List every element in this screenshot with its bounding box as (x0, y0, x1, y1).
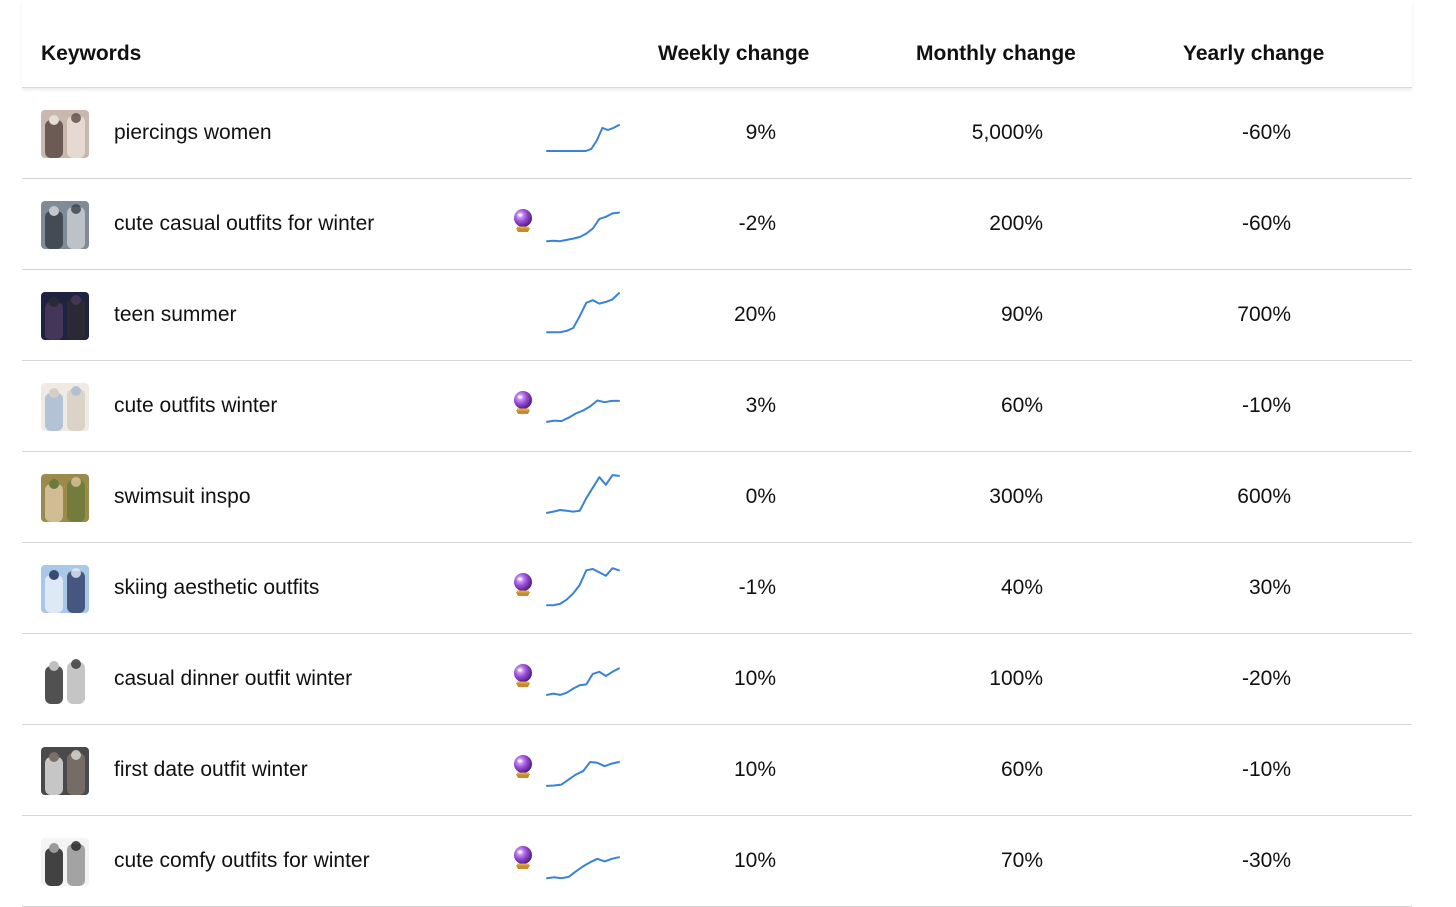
trend-sparkline (544, 561, 622, 614)
keyword-thumbnail (41, 838, 89, 886)
weekly-change-value: 3% (745, 394, 776, 417)
keyword-label[interactable]: cute outfits winter (114, 394, 278, 417)
crystal-ball-icon (511, 845, 535, 871)
keyword-thumbnail (41, 474, 89, 522)
crystal-ball-icon (511, 208, 535, 234)
yearly-change-value: 700% (1237, 303, 1291, 326)
table-row[interactable]: first date outfit winter 10% 60% -10% (22, 725, 1412, 816)
column-header-keywords[interactable]: Keywords (41, 42, 142, 65)
keyword-label[interactable]: swimsuit inspo (114, 485, 251, 508)
keyword-label[interactable]: piercings women (114, 121, 272, 144)
weekly-change-value: -1% (738, 576, 776, 599)
monthly-change-value: 5,000% (971, 121, 1043, 144)
weekly-change-value: -2% (738, 212, 776, 235)
table-row[interactable]: teen summer 20% 90% 700% (22, 270, 1412, 361)
keyword-thumbnail (41, 292, 89, 340)
table-row[interactable]: skiing aesthetic outfits -1% 40% 30% (22, 543, 1412, 634)
column-header-monthly-change[interactable]: Monthly change (916, 42, 1076, 65)
table-body: piercings women 9% 5,000% -60% cute casual o… (22, 88, 1412, 907)
crystal-ball-icon (511, 663, 535, 689)
keyword-thumbnail (41, 565, 89, 613)
column-header-yearly-change[interactable]: Yearly change (1183, 42, 1325, 65)
monthly-change-value: 60% (1000, 758, 1043, 781)
crystal-ball-icon (511, 390, 535, 416)
trend-sparkline (544, 743, 622, 796)
keyword-thumbnail (41, 656, 89, 704)
keyword-label[interactable]: casual dinner outfit winter (114, 667, 353, 690)
table-row[interactable]: swimsuit inspo 0% 300% 600% (22, 452, 1412, 543)
trend-sparkline (544, 197, 622, 250)
table-row[interactable]: casual dinner outfit winter 10% 100% -20% (22, 634, 1412, 725)
trend-sparkline (544, 834, 622, 887)
keyword-label[interactable]: skiing aesthetic outfits (114, 576, 320, 599)
table-header: Keywords Weekly change Monthly change Ye… (22, 0, 1412, 88)
table-row[interactable]: cute casual outfits for winter -2% 200% -60… (22, 179, 1412, 270)
keyword-thumbnail (41, 383, 89, 431)
monthly-change-value: 200% (989, 212, 1043, 235)
table-row[interactable]: piercings women 9% 5,000% -60% (22, 88, 1412, 179)
keyword-label[interactable]: teen summer (114, 303, 237, 326)
crystal-ball-icon (511, 754, 535, 780)
yearly-change-value: -30% (1241, 849, 1291, 872)
yearly-change-value: -10% (1241, 758, 1291, 781)
keyword-label[interactable]: cute comfy outfits for winter (114, 849, 370, 872)
monthly-change-value: 100% (989, 667, 1043, 690)
yearly-change-value: 600% (1237, 485, 1291, 508)
table-row[interactable]: cute outfits winter 3% 60% -10% (22, 361, 1412, 452)
weekly-change-value: 10% (733, 758, 776, 781)
weekly-change-value: 20% (733, 303, 776, 326)
trend-sparkline (544, 106, 622, 159)
monthly-change-value: 70% (1000, 849, 1043, 872)
monthly-change-value: 90% (1000, 303, 1043, 326)
weekly-change-value: 10% (733, 667, 776, 690)
keywords-table: Keywords Weekly change Monthly change Ye… (22, 0, 1412, 907)
trend-sparkline (544, 652, 622, 705)
crystal-ball-icon (511, 572, 535, 598)
keyword-label[interactable]: first date outfit winter (114, 758, 308, 781)
trend-sparkline (544, 379, 622, 432)
table-row[interactable]: cute comfy outfits for winter 10% 70% -30% (22, 816, 1412, 907)
keyword-thumbnail (41, 747, 89, 795)
monthly-change-value: 40% (1000, 576, 1043, 599)
yearly-change-value: -10% (1241, 394, 1291, 417)
column-header-weekly-change[interactable]: Weekly change (658, 42, 810, 65)
weekly-change-value: 10% (733, 849, 776, 872)
weekly-change-value: 0% (745, 485, 776, 508)
keyword-thumbnail (41, 110, 89, 158)
yearly-change-value: -60% (1241, 121, 1291, 144)
keyword-label[interactable]: cute casual outfits for winter (114, 212, 375, 235)
monthly-change-value: 60% (1000, 394, 1043, 417)
yearly-change-value: 30% (1248, 576, 1291, 599)
keyword-thumbnail (41, 201, 89, 249)
weekly-change-value: 9% (745, 121, 776, 144)
monthly-change-value: 300% (989, 485, 1043, 508)
trend-sparkline (544, 470, 622, 523)
yearly-change-value: -60% (1241, 212, 1291, 235)
yearly-change-value: -20% (1241, 667, 1291, 690)
trend-sparkline (544, 288, 622, 341)
